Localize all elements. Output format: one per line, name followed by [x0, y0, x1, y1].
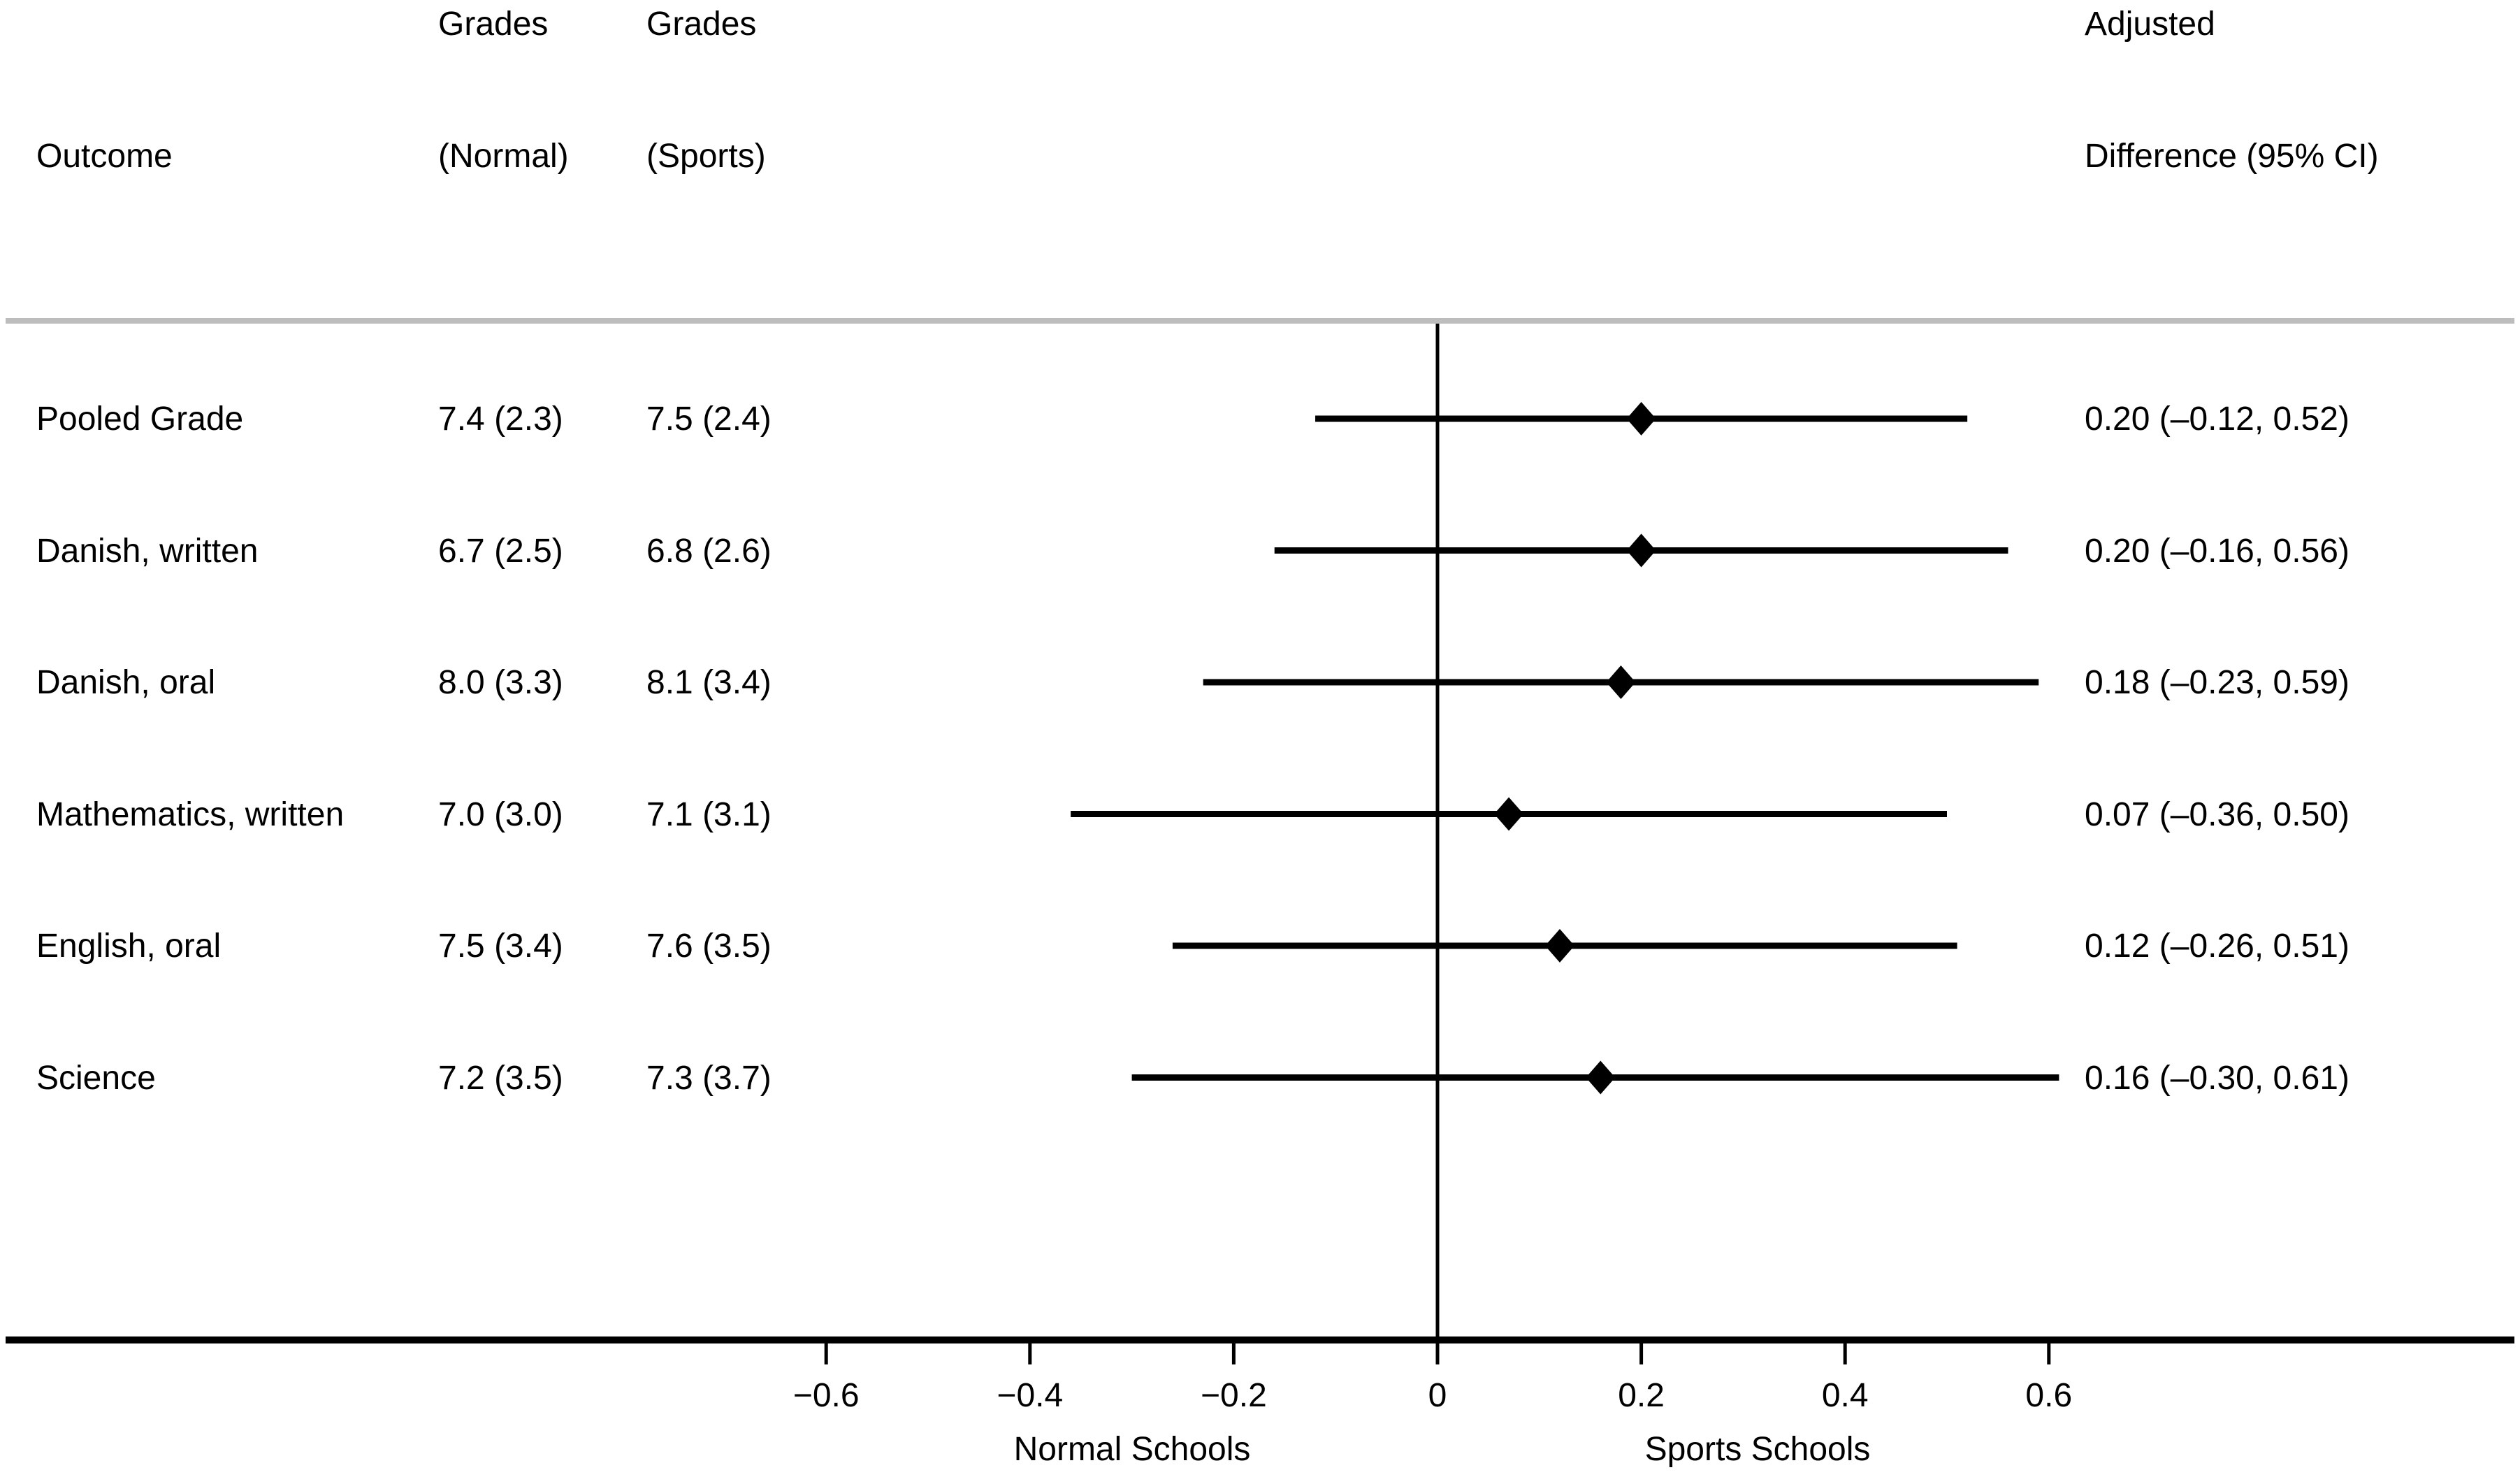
x-tick-label: 0.4 — [1821, 1377, 1869, 1414]
zero-reference-line — [1435, 324, 1440, 1336]
grades-sports-value: 7.3 (3.7) — [646, 1059, 772, 1097]
column-header-difference-line1: Adjusted — [2085, 6, 2215, 43]
grades-normal-value: 7.5 (3.4) — [438, 928, 563, 965]
x-tick-label: 0 — [1428, 1377, 1447, 1414]
estimate-diamond — [1626, 533, 1656, 568]
grades-sports-value: 8.1 (3.4) — [646, 664, 772, 701]
column-header-outcome: Outcome — [36, 138, 173, 175]
grades-normal-value: 7.0 (3.0) — [438, 795, 563, 833]
x-axis-tick — [1639, 1343, 1644, 1364]
grades-sports-value: 7.1 (3.1) — [646, 795, 772, 833]
grades-normal-value: 7.4 (2.3) — [438, 401, 563, 438]
estimate-diamond — [1544, 929, 1574, 963]
column-header-grades-normal-line2: (Normal) — [438, 138, 569, 175]
difference-ci-value: 0.18 (–0.23, 0.59) — [2085, 664, 2349, 701]
grades-normal-value: 7.2 (3.5) — [438, 1059, 563, 1097]
column-header-grades-sports-line2: (Sports) — [646, 138, 766, 175]
column-header-difference-line2: Difference (95% CI) — [2085, 138, 2379, 175]
header-separator-line — [6, 318, 2514, 324]
x-axis-tick — [1231, 1343, 1236, 1364]
estimate-diamond — [1586, 1060, 1616, 1095]
estimate-diamond — [1626, 402, 1656, 435]
grades-normal-value: 6.7 (2.5) — [438, 532, 563, 570]
grades-normal-value: 8.0 (3.3) — [438, 664, 563, 701]
outcome-label: Danish, written — [36, 532, 259, 570]
difference-ci-value: 0.16 (–0.30, 0.61) — [2085, 1059, 2349, 1097]
x-axis-tick — [824, 1343, 828, 1364]
x-axis-line — [6, 1336, 2514, 1343]
x-axis-left-label: Normal Schools — [1013, 1431, 1251, 1468]
difference-ci-value: 0.20 (–0.12, 0.52) — [2085, 401, 2349, 438]
grades-sports-value: 7.5 (2.4) — [646, 401, 772, 438]
outcome-label: Mathematics, written — [36, 795, 345, 833]
x-tick-label: 0.2 — [1618, 1377, 1665, 1414]
x-tick-label: −0.2 — [1201, 1377, 1267, 1414]
outcome-label: Pooled Grade — [36, 401, 244, 438]
x-tick-label: −0.4 — [997, 1377, 1064, 1414]
outcome-label: English, oral — [36, 928, 222, 965]
estimate-diamond — [1494, 797, 1524, 831]
x-axis-tick — [2047, 1343, 2051, 1364]
x-tick-label: −0.6 — [792, 1377, 860, 1414]
difference-ci-value: 0.07 (–0.36, 0.50) — [2085, 795, 2349, 833]
x-tick-label: 0.6 — [2025, 1377, 2073, 1414]
outcome-label: Danish, oral — [36, 664, 216, 701]
grades-sports-value: 6.8 (2.6) — [646, 532, 772, 570]
x-axis-tick — [1028, 1343, 1032, 1364]
difference-ci-value: 0.12 (–0.26, 0.51) — [2085, 928, 2349, 965]
difference-ci-value: 0.20 (–0.16, 0.56) — [2085, 532, 2349, 570]
x-axis-tick — [1435, 1343, 1440, 1364]
grades-sports-value: 7.6 (3.5) — [646, 928, 772, 965]
x-axis-tick — [1843, 1343, 1847, 1364]
x-axis-right-label: Sports Schools — [1644, 1431, 1871, 1468]
estimate-diamond — [1606, 665, 1636, 699]
column-header-grades-normal-line1: Grades — [438, 6, 549, 43]
outcome-label: Science — [36, 1059, 156, 1097]
column-header-grades-sports-line1: Grades — [646, 6, 757, 43]
